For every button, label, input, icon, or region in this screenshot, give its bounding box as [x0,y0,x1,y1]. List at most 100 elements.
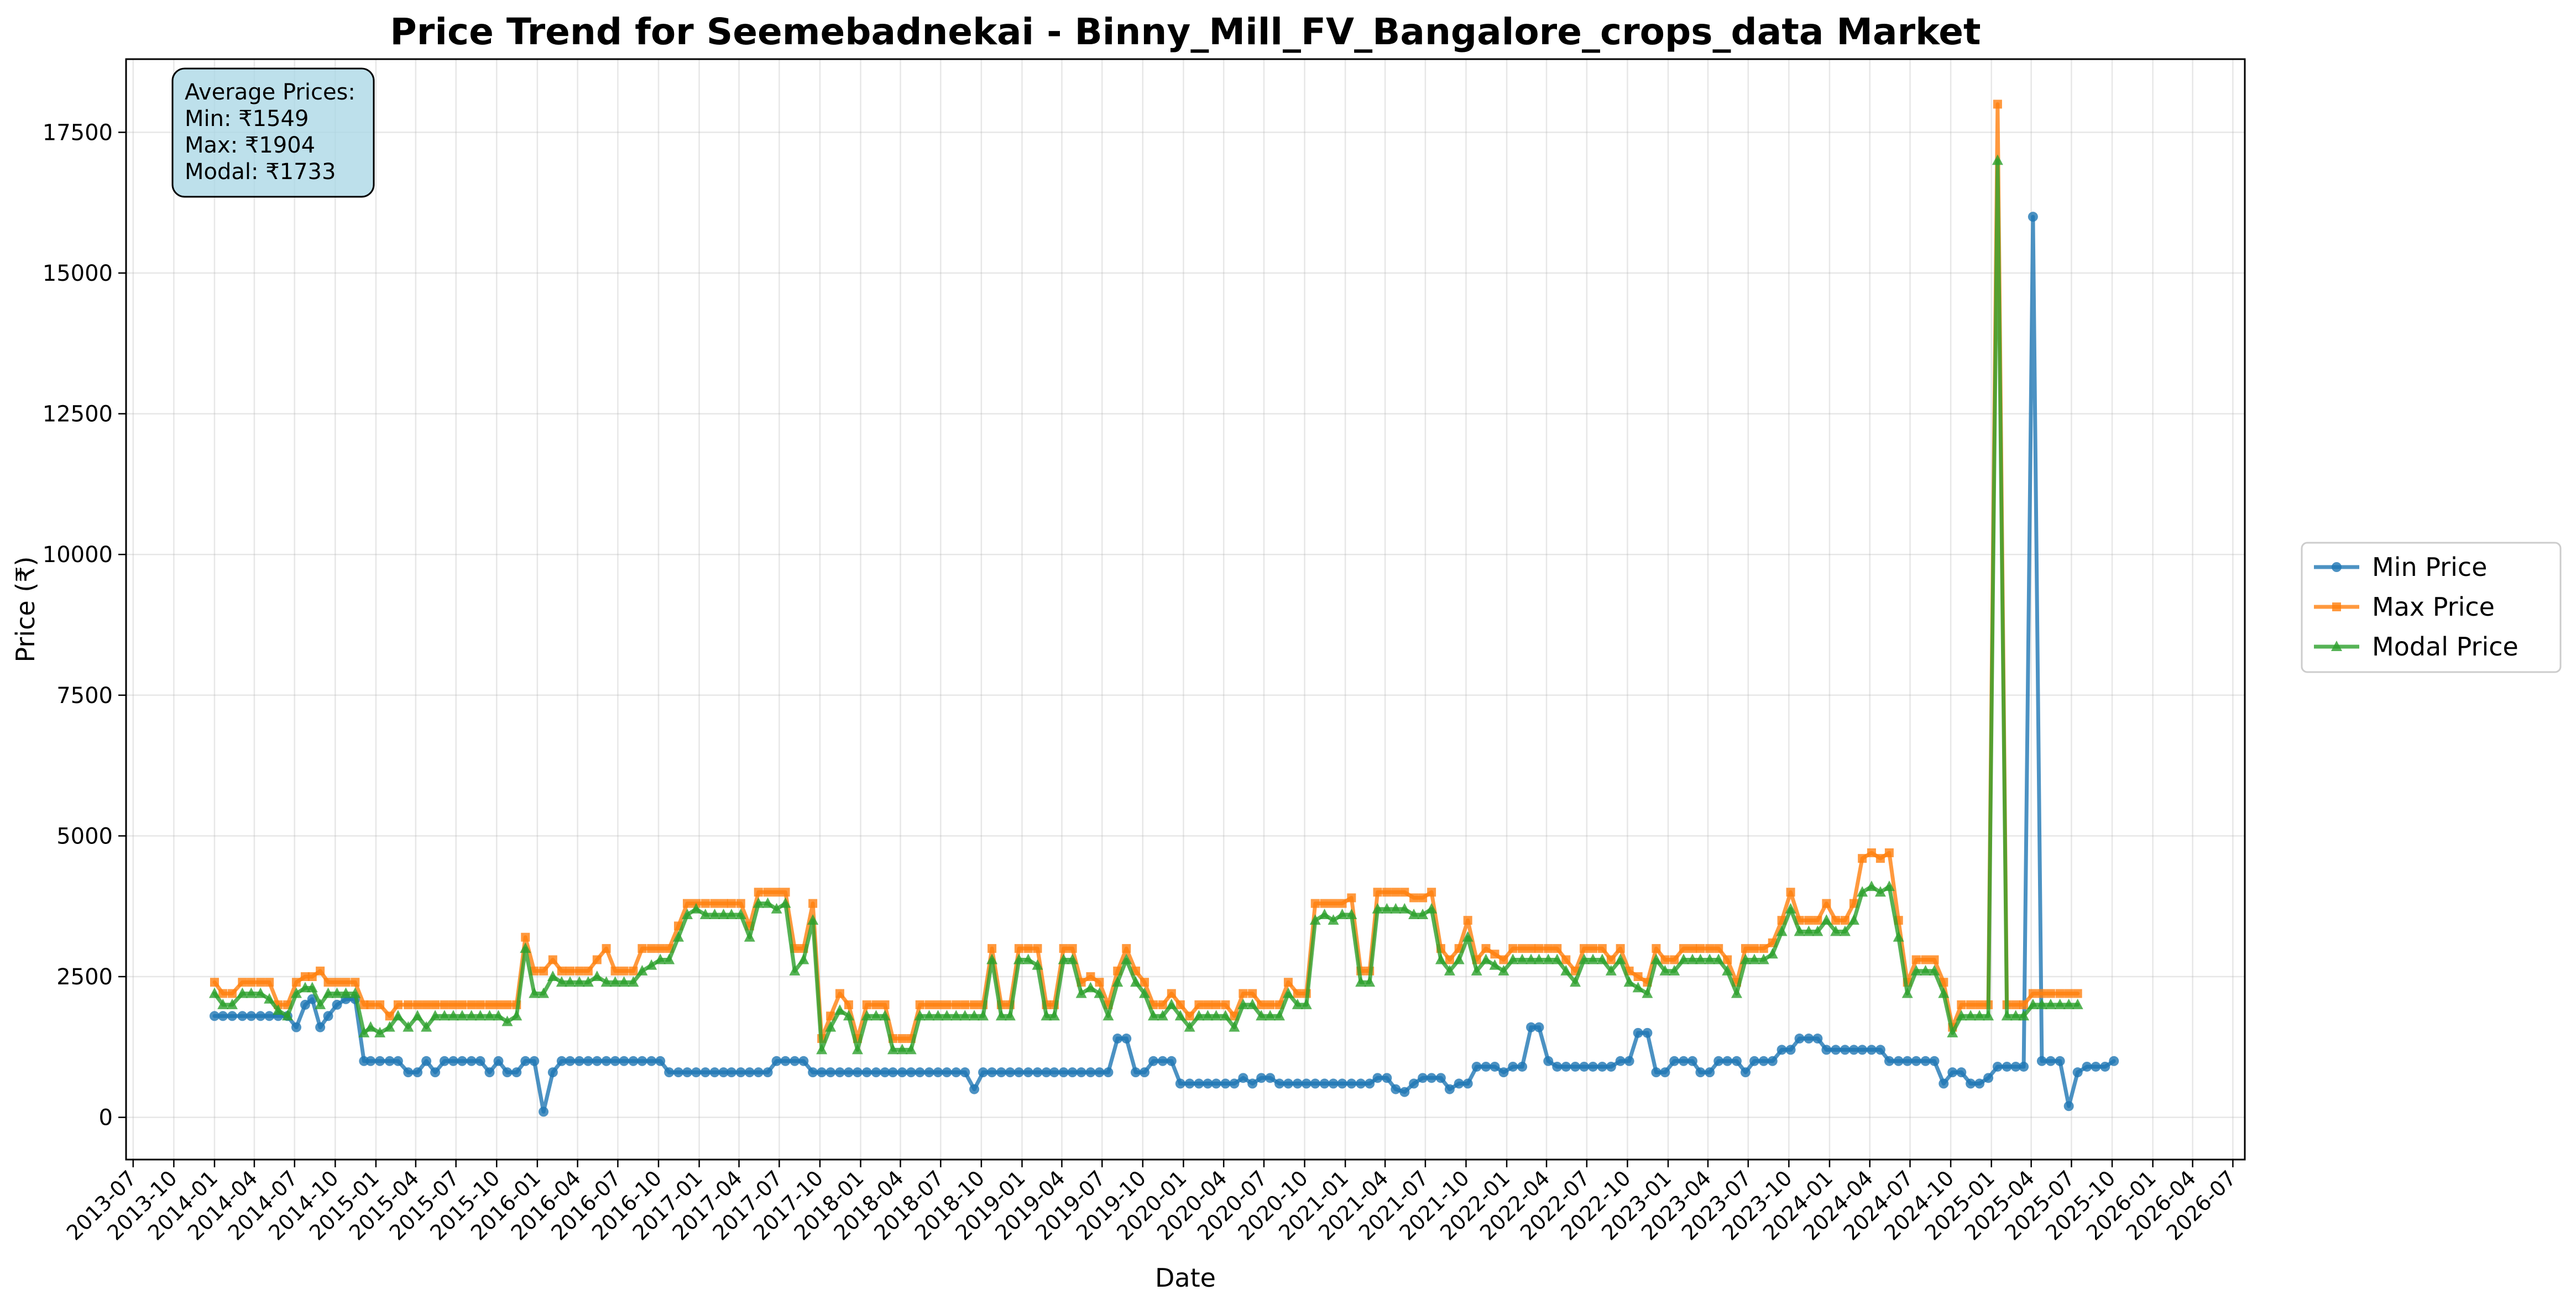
modal-price-point [1102,1010,1114,1021]
min-price-point [2028,212,2038,222]
modal-price-point [789,964,801,976]
max-price-point [1310,899,1320,908]
min-price-point [1929,1056,1940,1066]
max-price-point [2019,1000,2029,1009]
max-price-point [1723,955,1732,964]
max-price-point [1589,944,1598,953]
min-price-point [1785,1045,1796,1055]
max-price-point [1975,1000,1984,1009]
max-price-point [1993,99,2002,109]
max-price-point [619,966,629,976]
min-price-point [1166,1056,1177,1066]
modal-price-point [1857,886,1868,897]
min-price-point [237,1011,248,1021]
modal-price-point [1453,953,1465,964]
max-price-point [1553,944,1562,953]
min-price-point [1966,1078,1976,1089]
min-price-point [1418,1073,1428,1083]
min-price-point [969,1084,980,1094]
series-layer [208,99,2119,1117]
max-price-point [1175,1000,1185,1009]
modal-price-point [646,959,657,970]
min-price-point [1058,1067,1069,1078]
modal-price-point [315,998,326,1009]
max-price-point [1921,955,1930,964]
min-price-point [1444,1084,1455,1094]
min-price-point [601,1056,612,1066]
min-price-point [1498,1067,1509,1078]
max-price-point [385,1011,394,1021]
max-price-point [316,966,325,976]
min-price-point [484,1067,495,1078]
min-price-point [808,1067,818,1078]
modal-price-point [245,987,257,998]
modal-price-point [306,982,318,993]
max-price-point [1122,944,1131,953]
min-price-point [1606,1061,1616,1072]
min-price-point [1687,1056,1698,1066]
min-price-point [2082,1061,2092,1072]
modal-price-point [374,1026,386,1037]
modal-price-point [1184,1021,1195,1032]
min-price-point [996,1067,1006,1078]
max-price-point [393,1000,403,1009]
modal-price-point [1355,976,1367,987]
modal-price-point [1956,1010,1967,1021]
min-price-point [1956,1067,1967,1078]
max-price-point [960,1000,970,1009]
modal-price-point [273,1004,284,1015]
modal-price-point [349,987,361,998]
modal-price-point [511,1010,522,1021]
max-price-point [300,972,310,982]
modal-price-point [1004,1010,1016,1021]
min-price-point [1705,1067,1715,1078]
max-price-point [2028,989,2037,998]
max-price-point [772,888,781,897]
legend-max-price-label: Max Price [2372,592,2495,622]
max-price-point [1140,978,1149,987]
modal-price-point [690,903,702,914]
modal-price-point [1874,886,1886,897]
max-price-point [375,1000,385,1009]
min-price-point [264,1011,275,1021]
min-price-point [511,1067,522,1078]
min-price-point [1131,1067,1141,1078]
y-tick-label: 15000 [43,261,113,286]
min-price-point [2036,1056,2047,1066]
min-price-point [1346,1078,1357,1089]
min-price-point [315,1022,326,1032]
max-price-point [754,888,763,897]
max-price-point [1490,950,1499,959]
modal-price-point [1256,1010,1267,1021]
modal-price-point [1776,925,1788,936]
modal-price-point [1992,154,2003,165]
min-price-point [1866,1045,1877,1055]
min-price-point [718,1067,729,1078]
modal-price-point [1075,987,1087,998]
modal-price-point [986,953,998,964]
max-price-point [701,899,710,908]
max-price-point [1966,1000,1976,1009]
max-price-point [227,989,237,998]
min-price-point [798,1056,809,1066]
min-price-point [1624,1056,1634,1066]
modal-price-point [1893,931,1904,942]
min-price-point [1148,1056,1159,1066]
min-price-point [1651,1067,1661,1078]
min-price-point [583,1056,593,1066]
modal-price-point [905,1043,917,1055]
modal-price-point [1596,953,1608,964]
modal-price-point [1121,953,1132,964]
max-price-point [1248,989,1257,998]
modal-price-point [1551,953,1563,964]
modal-price-point [1605,964,1617,976]
min-price-point [529,1056,540,1066]
max-price-point [987,944,997,953]
min-price-point [300,999,310,1010]
max-price-point [2046,989,2055,998]
modal-price-point [1642,987,1653,998]
modal-price-point [1381,903,1393,914]
modal-price-point [1426,903,1438,914]
modal-price-point [1085,982,1096,993]
